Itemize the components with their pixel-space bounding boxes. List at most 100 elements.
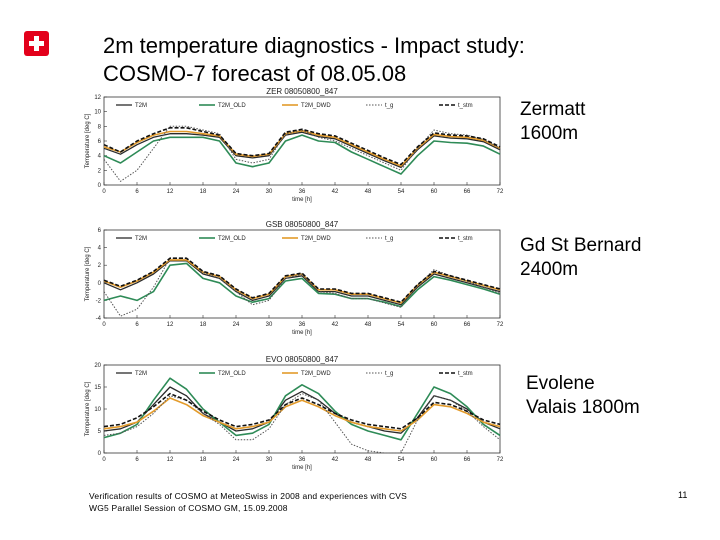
y-tick-label: 20 [94,363,101,369]
x-tick-label: 66 [464,322,471,328]
x-tick-label: 42 [332,457,339,463]
x-axis-label: time [h] [292,465,312,471]
legend-label: t_g [385,236,393,242]
slide-title: 2m temperature diagnostics - Impact stud… [103,32,703,88]
x-tick-label: 0 [102,189,106,195]
x-tick-label: 30 [266,457,273,463]
footer-text: Verification results of COSMO at MeteoSw… [89,490,407,514]
x-tick-label: 60 [431,189,438,195]
footer-line-2: WG5 Parallel Session of COSMO GM, 15.09.… [89,503,288,513]
series-line-t-stm [103,126,501,166]
x-axis-label: time [h] [292,330,312,336]
series-line-t2m-dwd [103,129,501,167]
series-line-t2m [103,386,501,434]
x-tick-label: 24 [233,457,240,463]
y-axis-label: Temperature [deg C] [85,381,91,436]
x-tick-label: 42 [332,189,339,195]
legend-label: T2M_OLD [218,236,246,242]
series-line-t-stm [103,257,501,303]
series-line-t2m-old [103,134,501,175]
x-tick-label: 48 [365,189,372,195]
page-number: 11 [678,490,688,500]
y-tick-label: 12 [94,95,101,101]
x-tick-label: 48 [365,457,372,463]
legend-label: t_stm [458,103,473,109]
y-tick-label: 10 [94,407,101,413]
x-tick-label: 18 [200,189,207,195]
x-tick-label: 0 [102,457,106,463]
x-tick-label: 66 [464,457,471,463]
x-tick-label: 6 [135,322,139,328]
y-tick-label: 10 [94,110,101,116]
site-elevation: 1600m [520,123,579,144]
y-tick-label: 4 [98,246,102,252]
x-tick-label: 60 [431,322,438,328]
y-tick-label: 6 [98,139,102,145]
x-tick-label: 24 [233,322,240,328]
site-name: Evolene [526,373,595,394]
x-tick-label: 60 [431,457,438,463]
chart-title: GSB 08050800_847 [266,220,339,229]
x-tick-label: 36 [299,457,306,463]
legend-label: T2M_OLD [218,371,246,377]
chart-title: EVO 08050800_847 [266,355,339,364]
site-label-zermatt: Zermatt 1600m [520,98,585,146]
site-elevation: Valais 1800m [526,397,640,418]
x-tick-label: 36 [299,322,306,328]
x-tick-label: 12 [167,322,174,328]
legend-label: T2M [135,103,147,109]
legend-label: t_stm [458,236,473,242]
title-line-1: 2m temperature diagnostics - Impact stud… [103,33,525,58]
series-line-t-stm [103,392,501,430]
series-line-t2m [103,260,501,306]
y-axis-label: Temperature [deg C] [85,246,91,301]
x-tick-label: 42 [332,322,339,328]
x-tick-label: 54 [398,189,405,195]
x-tick-label: 72 [497,457,504,463]
series-line-t2m-old [103,377,501,441]
chart-gd-st-bernard: GSB 08050800_847 0 6 12 18 24 30 36 42 48 54 60 66 72… [82,218,512,343]
footer-line-1: Verification results of COSMO at MeteoSw… [89,491,408,501]
y-tick-label: -2 [96,298,102,304]
chart-evolene: EVO 08050800_847 0 6 12 18 24 30 36 42 48 54 60 66 72… [82,353,512,478]
logo-cross-vertical [34,36,39,51]
y-tick-label: 0 [98,183,102,189]
x-tick-label: 66 [464,189,471,195]
x-tick-label: 30 [266,189,273,195]
x-tick-label: 54 [398,322,405,328]
x-tick-label: 18 [200,322,207,328]
x-tick-label: 54 [398,457,405,463]
x-tick-label: 0 [102,322,106,328]
site-name: Gd St Bernard [520,235,642,256]
y-tick-label: 2 [98,263,102,269]
site-name: Zermatt [520,99,586,120]
y-tick-label: 15 [94,385,101,391]
y-tick-label: 0 [98,451,102,457]
site-label-evolene: Evolene Valais 1800m [526,372,640,420]
y-tick-label: -4 [96,316,102,322]
chart-title: ZER 08050800_847 [266,87,338,96]
x-tick-label: 12 [167,189,174,195]
title-line-2: COSMO-7 forecast of 08.05.08 [103,61,407,86]
series-line-t2m-dwd [103,397,501,432]
y-tick-label: 5 [98,429,102,435]
x-tick-label: 36 [299,189,306,195]
y-axis-label: Temperature [deg C] [85,113,91,168]
site-label-gd-st-bernard: Gd St Bernard 2400m [520,234,641,282]
x-tick-label: 72 [497,189,504,195]
y-tick-label: 4 [98,154,102,160]
x-tick-label: 48 [365,322,372,328]
y-tick-label: 6 [98,228,102,234]
x-tick-label: 72 [497,322,504,328]
series-line-t2m [103,131,501,169]
chart-zermatt: ZER 08050800_847 0 6 12 18 24 30 36 42 48 54 60 66 72… [82,85,512,210]
legend-label: t_g [385,371,393,377]
legend-label: T2M_OLD [218,103,246,109]
legend-label: T2M_DWD [301,236,331,242]
series-line-t2m-old [103,262,501,308]
series-line-t-g [103,393,501,454]
x-tick-label: 30 [266,322,273,328]
x-tick-label: 18 [200,457,207,463]
